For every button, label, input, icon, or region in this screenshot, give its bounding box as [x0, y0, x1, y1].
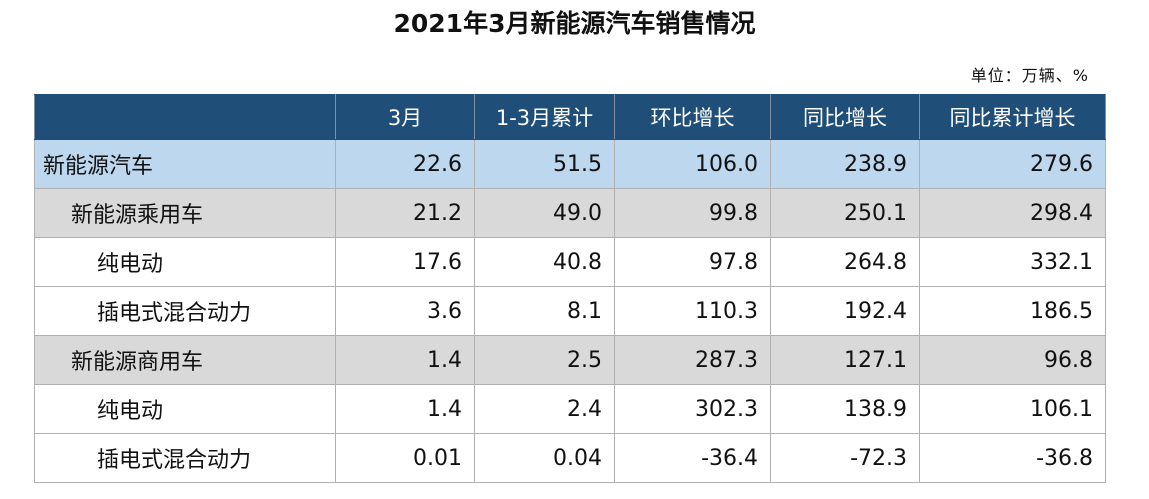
header-yoy-cumulative-growth: 同比累计增长	[919, 94, 1106, 140]
table-cell: 49.0	[474, 188, 615, 238]
table-row: 新能源乘用车 21.2 49.0 99.8 250.1 298.4	[34, 188, 1106, 238]
table-row: 新能源商用车 1.4 2.5 287.3 127.1 96.8	[34, 335, 1106, 385]
table-row: 纯电动 1.4 2.4 302.3 138.9 106.1	[34, 384, 1106, 434]
table-cell: 138.9	[770, 384, 920, 434]
table-cell: 21.2	[335, 188, 475, 238]
table-cell: 238.9	[770, 139, 920, 189]
row-label: 新能源汽车	[34, 139, 336, 189]
page-title: 2021年3月新能源汽车销售情况	[393, 9, 756, 38]
table-cell: 106.0	[614, 139, 771, 189]
table-cell: 106.1	[919, 384, 1106, 434]
header-march: 3月	[335, 94, 475, 140]
header-q1-cumulative: 1-3月累计	[474, 94, 615, 140]
header-yoy-growth: 同比增长	[770, 94, 920, 140]
table-cell: 0.04	[474, 433, 615, 483]
table-cell: 264.8	[770, 237, 920, 287]
table-cell: 186.5	[919, 286, 1106, 336]
table-cell: 0.01	[335, 433, 475, 483]
sales-table: 3月 1-3月累计 环比增长 同比增长 同比累计增长 新能源汽车 22.6 51.5…	[34, 94, 1106, 483]
table-cell: 8.1	[474, 286, 615, 336]
table-cell: -36.4	[614, 433, 771, 483]
table-cell: 1.4	[335, 335, 475, 385]
table-cell: 97.8	[614, 237, 771, 287]
table-cell: -72.3	[770, 433, 920, 483]
table-cell: 96.8	[919, 335, 1106, 385]
header-mom-growth: 环比增长	[614, 94, 771, 140]
table-cell: 3.6	[335, 286, 475, 336]
table-cell: 279.6	[919, 139, 1106, 189]
table-cell: 332.1	[919, 237, 1106, 287]
table-cell: 17.6	[335, 237, 475, 287]
header-category	[34, 94, 336, 140]
table-body: 新能源汽车 22.6 51.5 106.0 238.9 279.6 新能源乘用车 21.2 49…	[34, 139, 1106, 483]
table-cell: 302.3	[614, 384, 771, 434]
table-cell: -36.8	[919, 433, 1106, 483]
table-row: 纯电动 17.6 40.8 97.8 264.8 332.1	[34, 237, 1106, 287]
row-label: 插电式混合动力	[34, 286, 336, 336]
table-row: 新能源汽车 22.6 51.5 106.0 238.9 279.6	[34, 139, 1106, 189]
unit-label: 单位：万辆、%	[970, 66, 1089, 85]
table-cell: 1.4	[335, 384, 475, 434]
table-cell: 192.4	[770, 286, 920, 336]
table-row: 插电式混合动力 3.6 8.1 110.3 192.4 186.5	[34, 286, 1106, 336]
row-label: 新能源乘用车	[34, 188, 336, 238]
row-label: 新能源商用车	[34, 335, 336, 385]
table-cell: 127.1	[770, 335, 920, 385]
row-label: 插电式混合动力	[34, 433, 336, 483]
row-label: 纯电动	[34, 384, 336, 434]
row-label: 纯电动	[34, 237, 336, 287]
table-cell: 2.5	[474, 335, 615, 385]
table-header-row: 3月 1-3月累计 环比增长 同比增长 同比累计增长	[34, 94, 1106, 140]
table-cell: 99.8	[614, 188, 771, 238]
table-cell: 40.8	[474, 237, 615, 287]
table-cell: 250.1	[770, 188, 920, 238]
table-cell: 287.3	[614, 335, 771, 385]
table-cell: 110.3	[614, 286, 771, 336]
table-cell: 2.4	[474, 384, 615, 434]
table-cell: 51.5	[474, 139, 615, 189]
table-cell: 298.4	[919, 188, 1106, 238]
table-row: 插电式混合动力 0.01 0.04 -36.4 -72.3 -36.8	[34, 433, 1106, 483]
table-cell: 22.6	[335, 139, 475, 189]
